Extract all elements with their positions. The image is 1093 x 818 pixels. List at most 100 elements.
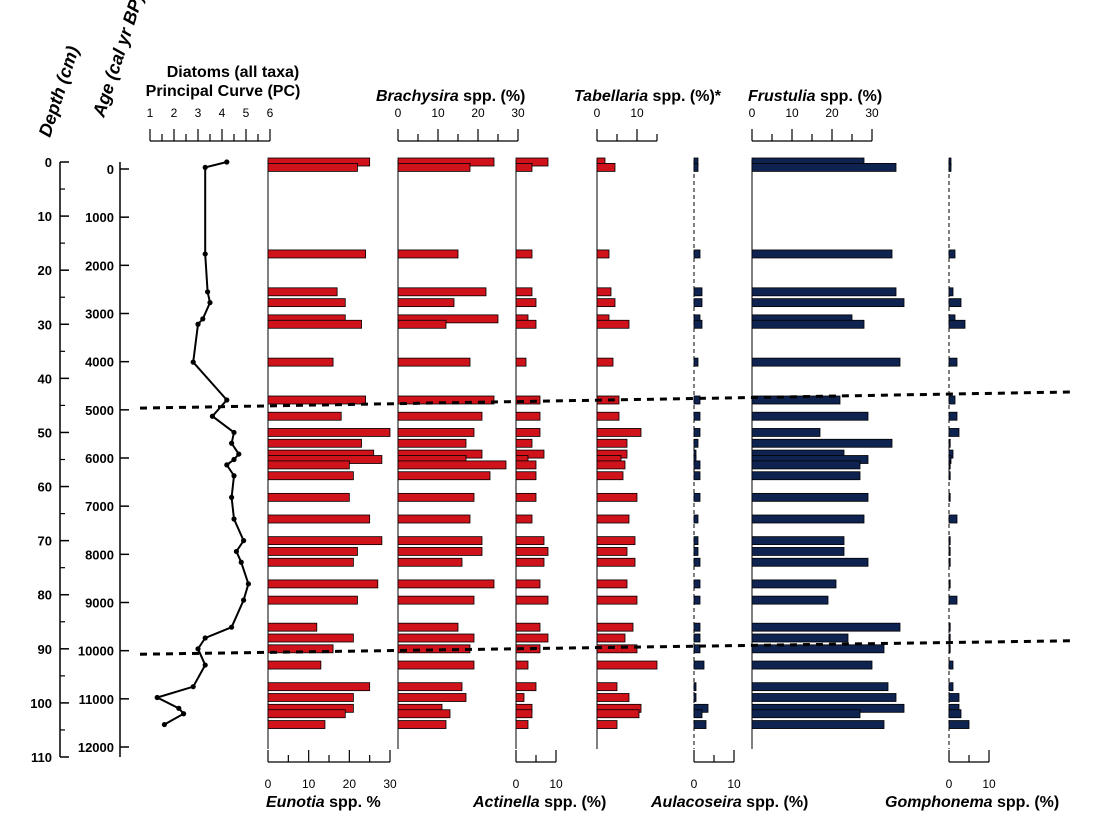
bar: [267, 249, 366, 259]
bar: [267, 287, 338, 297]
bar: [515, 693, 525, 702]
bar: [948, 557, 951, 567]
bar: [693, 357, 699, 367]
panel-tick-label: 20: [471, 106, 485, 120]
bar: [397, 622, 459, 632]
bar: [596, 471, 624, 481]
bar: [948, 460, 951, 470]
depth-tick-label: 100: [30, 696, 52, 711]
pc-point: [202, 662, 208, 668]
bar: [596, 319, 630, 329]
bar: [596, 547, 628, 556]
bar: [397, 660, 475, 670]
panel-title-taxon: Aulacoseira: [650, 794, 742, 811]
bar: [267, 579, 379, 589]
bar: [515, 682, 537, 692]
bar: [596, 249, 610, 259]
pc-point: [205, 289, 211, 295]
pc-point: [202, 251, 208, 257]
panel-title-unit: spp. (%)*: [648, 88, 722, 105]
bar: [693, 395, 701, 405]
bar: [267, 536, 383, 546]
pc-tick-label: 2: [171, 106, 178, 120]
bar: [515, 579, 541, 589]
pc-point: [176, 705, 182, 711]
panel-title-unit: spp. (%): [742, 794, 809, 811]
pc-point: [241, 538, 247, 544]
bar: [751, 622, 901, 632]
bar: [596, 709, 640, 719]
panel-title-taxon: Brachysira: [376, 88, 459, 105]
panel-tick-label: 0: [594, 106, 601, 120]
bar: [596, 438, 628, 448]
bar: [948, 644, 951, 654]
depth-tick-label: 70: [38, 534, 52, 549]
bar: [693, 693, 697, 702]
bar: [948, 319, 966, 329]
bar: [515, 622, 541, 632]
bar: [948, 428, 960, 437]
bar: [515, 163, 533, 172]
bar: [515, 357, 527, 367]
bar: [948, 682, 954, 692]
bar: [515, 411, 541, 421]
depth-tick-label: 110: [31, 750, 52, 765]
bar: [693, 287, 703, 297]
bar: [596, 579, 628, 589]
panel-tick-label: 0: [513, 777, 520, 791]
bar: [751, 633, 849, 643]
bar: [397, 633, 475, 643]
pc-point: [224, 159, 230, 165]
bar: [596, 622, 634, 632]
bar: [751, 720, 885, 729]
panel-title-taxon: Eunotia: [266, 794, 325, 811]
panel-title-taxon: Actinella: [472, 794, 540, 811]
bar: [515, 298, 537, 308]
bar: [397, 287, 487, 297]
bar: [948, 536, 951, 546]
bar: [267, 660, 322, 670]
pc-point: [245, 581, 251, 587]
bar: [267, 682, 371, 692]
panel-title-unit: spp. (%): [816, 88, 883, 105]
bar: [948, 249, 956, 259]
bar: [397, 709, 451, 719]
bar: [693, 298, 703, 308]
bar: [397, 411, 483, 421]
bar: [948, 492, 951, 502]
bar: [751, 287, 897, 297]
panel-tick-label: 20: [343, 777, 357, 791]
panel-tick-label: 0: [395, 106, 402, 120]
bar: [397, 682, 463, 692]
pc-point: [207, 300, 213, 306]
bar: [693, 471, 701, 481]
panel-tick-label: 20: [825, 106, 839, 120]
bar: [751, 579, 837, 589]
bar: [267, 547, 358, 556]
bar: [693, 438, 699, 448]
bar: [693, 460, 701, 470]
bar: [596, 411, 620, 421]
pc-point: [202, 635, 208, 641]
bar: [397, 438, 467, 448]
bar: [515, 319, 537, 329]
panel-tick-label: 0: [946, 777, 953, 791]
bar: [397, 314, 499, 324]
bar: [267, 622, 318, 632]
panel-tick-label: 10: [549, 777, 563, 791]
bar: [515, 547, 549, 556]
bar: [397, 357, 471, 367]
bar: [693, 579, 701, 589]
panel-title: Aulacoseira spp. (%): [650, 794, 808, 811]
panel-title: Tabellaria spp. (%)*: [574, 88, 722, 105]
bar: [751, 514, 865, 524]
bar: [397, 492, 475, 502]
bar: [948, 411, 958, 421]
bar: [751, 411, 869, 421]
pc-point: [224, 397, 230, 403]
bar: [751, 428, 821, 437]
pc-point: [241, 597, 247, 603]
bar: [596, 633, 626, 643]
